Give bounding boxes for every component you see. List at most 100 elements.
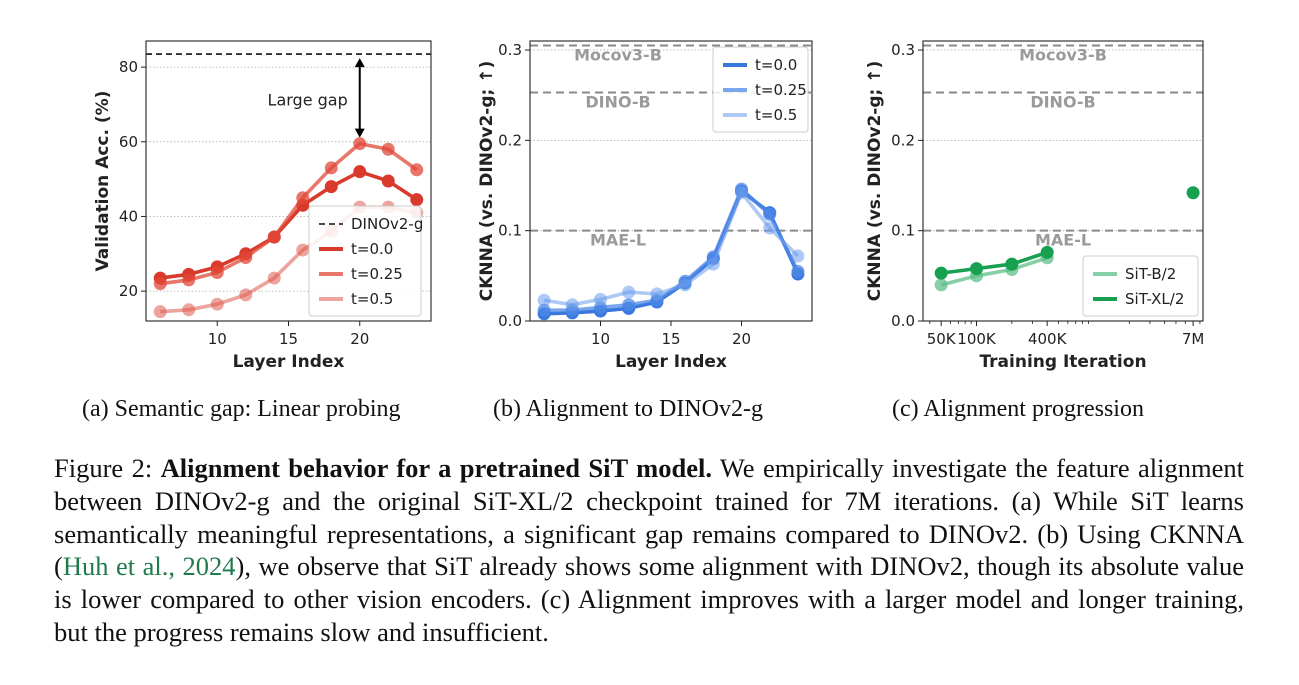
data-point — [622, 285, 636, 299]
data-point — [296, 191, 310, 205]
legend-box — [308, 205, 422, 317]
chart-alignment-dinov2: Mocov3-B DINO-B MAE-L 0.0 0.1 0.2 0.3 10 15 20 Lay… — [477, 40, 813, 372]
legend-label: t=0.0 — [755, 56, 797, 74]
x-tick-label: 7M — [1182, 330, 1205, 348]
axes-frame — [922, 40, 1204, 322]
y-tick-label: 0.2 — [498, 131, 522, 149]
data-point — [153, 305, 167, 319]
data-point — [239, 288, 253, 302]
data-point — [324, 161, 338, 175]
data-point — [381, 142, 395, 156]
legend-label: DINOv2-g — [351, 215, 423, 233]
data-point — [537, 303, 551, 317]
annotation-label: Large gap — [268, 91, 348, 110]
legend-label: t=0.5 — [755, 106, 797, 124]
y-axis-label: CKNNA (vs. DINOv2-g; ↑) — [477, 61, 497, 302]
y-tick-label: 0.0 — [891, 312, 915, 330]
series-line — [940, 250, 1048, 275]
y-axis-label: Validation Acc. (%) — [93, 91, 113, 272]
series-line — [544, 189, 800, 316]
legend-label: t=0.25 — [351, 265, 403, 283]
data-point — [1186, 186, 1200, 200]
data-point — [153, 277, 167, 291]
legend-label: SiT-XL/2 — [1125, 290, 1184, 308]
data-point — [678, 278, 692, 292]
figure-label: Figure 2: — [54, 453, 161, 483]
reference-label: DINO-B — [1030, 92, 1095, 111]
citation-sep: , — [168, 551, 183, 582]
citation-link[interactable]: Huh et al., 2024 — [63, 551, 236, 581]
data-point — [267, 230, 281, 244]
data-point — [353, 165, 367, 179]
x-axis-label: Training Iteration — [979, 352, 1146, 372]
x-tick-label: 15 — [661, 330, 680, 348]
reference-label: Mocov3-B — [574, 46, 662, 65]
data-point — [934, 278, 948, 292]
x-tick-label: 100K — [957, 330, 997, 348]
caption-text-2: ), we observe that SiT already shows som… — [54, 551, 1244, 647]
y-tick-label: 0.1 — [891, 222, 915, 240]
data-point — [1005, 257, 1019, 271]
data-point — [210, 265, 224, 279]
annotation-arrowhead — [354, 58, 365, 68]
x-tick-label: 15 — [279, 330, 298, 348]
legend-box — [712, 46, 809, 133]
data-point — [970, 262, 984, 276]
data-point — [565, 298, 579, 312]
data-point — [537, 293, 551, 307]
legend-label: t=0.25 — [755, 81, 807, 99]
x-tick-label: 20 — [732, 330, 751, 348]
data-point — [410, 163, 424, 177]
chart-alignment-progression: Mocov3-B DINO-B MAE-L 0.0 0.1 0.2 0.3 50K 100K 40… — [865, 40, 1205, 372]
x-tick-label: 400K — [1028, 330, 1068, 348]
y-tick-label: 60 — [119, 133, 138, 151]
data-point — [594, 292, 607, 306]
caption-text-1: We empirically investigate the feature a… — [54, 453, 1245, 582]
figure-caption: Figure 2: Alignment behavior for a pretr… — [54, 452, 1244, 649]
series-line — [544, 187, 800, 312]
data-point — [324, 180, 338, 194]
data-point — [706, 257, 720, 271]
y-tick-label: 0.3 — [498, 41, 522, 59]
data-point — [182, 303, 196, 317]
data-point — [210, 297, 224, 311]
data-point — [381, 174, 395, 188]
data-point — [239, 251, 253, 265]
series-line — [543, 190, 800, 307]
y-tick-label: 0.1 — [498, 222, 522, 240]
data-point — [182, 273, 196, 287]
legend-label: t=0.0 — [351, 240, 393, 258]
chart-semantic-gap: 20 40 60 80 10 15 20 Layer Index Validation Acc.… — [93, 40, 432, 372]
y-tick-label: 40 — [119, 207, 138, 225]
subcaption-c: (c) Alignment progression — [892, 396, 1144, 422]
figure-2: 20 40 60 80 10 15 20 Layer Index Validation Acc.… — [82, 40, 1205, 422]
x-axis-label: Layer Index — [233, 352, 345, 372]
data-point — [763, 207, 777, 221]
data-point — [791, 249, 805, 263]
reference-label: MAE-L — [590, 231, 646, 250]
y-axis-label: CKNNA (vs. DINOv2-g; ↑) — [865, 61, 885, 302]
data-point — [650, 287, 664, 301]
y-tick-label: 0.0 — [498, 312, 522, 330]
reference-label: MAE-L — [1035, 231, 1091, 250]
data-point — [353, 137, 367, 151]
series-line — [160, 169, 418, 280]
subcaption-b: (b) Alignment to DINOv2-g — [493, 396, 763, 422]
y-tick-label: 0.2 — [891, 131, 915, 149]
subcaption-a: (a) Semantic gap: Linear probing — [82, 396, 401, 422]
data-point — [622, 298, 636, 312]
data-point — [1040, 245, 1054, 259]
x-axis-label: Layer Index — [615, 352, 727, 372]
data-point — [763, 221, 777, 235]
legend-label: SiT-B/2 — [1125, 265, 1176, 283]
y-tick-label: 0.3 — [891, 41, 915, 59]
caption-title: Alignment behavior for a pretrained SiT … — [160, 453, 712, 483]
x-tick-label: 10 — [208, 330, 227, 348]
reference-label: Mocov3-B — [1019, 46, 1107, 65]
data-point — [267, 271, 281, 285]
x-tick-label: 10 — [591, 330, 610, 348]
legend-label: t=0.5 — [351, 290, 393, 308]
x-tick-label: 50K — [927, 330, 957, 348]
data-point — [410, 193, 424, 207]
y-tick-label: 80 — [119, 58, 138, 76]
